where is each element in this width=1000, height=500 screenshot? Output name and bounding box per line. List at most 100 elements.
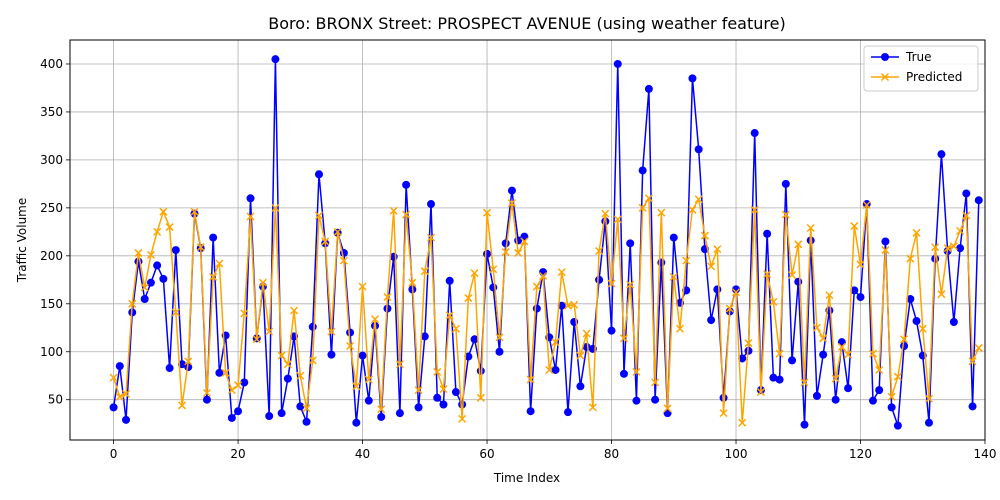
data-point-predicted bbox=[532, 282, 541, 291]
data-point-predicted bbox=[520, 237, 529, 246]
data-point-predicted bbox=[900, 335, 909, 344]
data-point-predicted bbox=[968, 357, 977, 366]
data-point-predicted bbox=[202, 388, 211, 398]
data-point-predicted bbox=[327, 327, 336, 336]
data-point-predicted bbox=[750, 205, 759, 214]
data-point-predicted bbox=[956, 226, 965, 235]
data-point-predicted bbox=[128, 299, 137, 308]
data-point-true bbox=[831, 395, 840, 404]
data-point-predicted bbox=[881, 246, 890, 255]
data-point-true bbox=[240, 378, 249, 387]
legend-marker-predicted bbox=[880, 72, 890, 82]
data-point-predicted bbox=[321, 237, 330, 246]
legend-label-predicted: Predicted bbox=[906, 70, 962, 84]
data-point-predicted bbox=[775, 349, 784, 358]
data-point-predicted bbox=[557, 268, 566, 277]
data-point-predicted bbox=[159, 207, 168, 216]
data-point-predicted bbox=[563, 301, 572, 310]
data-point-true bbox=[688, 74, 697, 83]
data-point-true bbox=[109, 403, 118, 412]
data-point-predicted bbox=[837, 342, 846, 351]
data-point-predicted bbox=[358, 282, 367, 291]
data-point-true bbox=[694, 145, 703, 154]
data-point-predicted bbox=[601, 209, 610, 218]
data-point-true bbox=[209, 233, 218, 242]
data-point-true bbox=[271, 55, 280, 64]
data-point-predicted bbox=[258, 278, 267, 287]
data-point-predicted bbox=[613, 215, 622, 224]
data-point-predicted bbox=[333, 227, 342, 236]
data-point-predicted bbox=[352, 382, 361, 391]
data-point-predicted bbox=[756, 388, 765, 397]
data-point-predicted bbox=[314, 211, 324, 220]
data-point-predicted bbox=[426, 233, 436, 242]
data-point-true bbox=[159, 274, 168, 283]
data-point-true bbox=[775, 375, 784, 384]
data-point-true bbox=[750, 129, 759, 138]
data-point-predicted bbox=[240, 309, 249, 318]
data-point-predicted bbox=[887, 392, 896, 401]
data-point-predicted bbox=[234, 381, 243, 390]
data-point-predicted bbox=[146, 250, 155, 259]
data-point-predicted bbox=[377, 405, 386, 414]
data-point-predicted bbox=[949, 242, 958, 251]
data-point-true bbox=[308, 322, 317, 331]
data-point-true bbox=[171, 246, 180, 255]
data-point-predicted bbox=[246, 212, 255, 221]
data-point-predicted bbox=[514, 248, 523, 257]
data-point-true bbox=[632, 396, 641, 405]
data-point-predicted bbox=[663, 404, 672, 413]
data-point-predicted bbox=[290, 306, 299, 315]
data-point-predicted bbox=[265, 327, 274, 336]
data-point-predicted bbox=[277, 351, 286, 360]
series-line-predicted bbox=[112, 197, 980, 424]
data-point-true bbox=[184, 363, 193, 372]
data-point-predicted bbox=[364, 375, 373, 384]
data-point-true bbox=[974, 196, 983, 205]
data-point-predicted bbox=[339, 256, 348, 265]
data-point-true bbox=[962, 189, 971, 198]
data-point-true bbox=[619, 369, 628, 378]
data-point-true bbox=[576, 382, 585, 391]
data-point-true bbox=[738, 354, 747, 363]
data-point-predicted bbox=[868, 349, 877, 358]
data-point-predicted bbox=[395, 360, 404, 369]
data-point-true bbox=[626, 239, 635, 248]
data-point-predicted bbox=[937, 290, 946, 299]
data-point-predicted bbox=[707, 262, 716, 271]
data-point-predicted bbox=[134, 248, 143, 257]
data-point-true bbox=[532, 304, 541, 313]
data-point-predicted bbox=[844, 350, 853, 359]
data-point-predicted bbox=[570, 300, 579, 309]
data-point-true bbox=[707, 316, 716, 325]
data-point-predicted bbox=[209, 272, 218, 281]
data-point-true bbox=[844, 384, 853, 393]
data-point-true bbox=[277, 409, 286, 418]
x-tick-label: 60 bbox=[479, 447, 494, 461]
data-point-true bbox=[470, 335, 479, 344]
data-point-predicted bbox=[862, 200, 871, 210]
data-point-predicted bbox=[688, 205, 697, 214]
legend-label-true: True bbox=[905, 50, 932, 64]
data-point-true bbox=[788, 356, 797, 365]
data-point-true bbox=[327, 350, 336, 359]
data-point-true bbox=[146, 278, 155, 287]
data-point-true bbox=[296, 402, 305, 411]
data-point-predicted bbox=[408, 278, 417, 287]
y-tick-label: 100 bbox=[40, 345, 63, 359]
data-point-true bbox=[122, 415, 131, 424]
data-point-true bbox=[881, 237, 890, 246]
data-point-predicted bbox=[669, 272, 678, 281]
y-tick-label: 150 bbox=[40, 297, 63, 311]
data-point-true bbox=[507, 186, 516, 195]
data-point-predicted bbox=[657, 208, 666, 217]
data-point-true bbox=[215, 368, 224, 377]
x-tick-label: 120 bbox=[849, 447, 872, 461]
data-point-predicted bbox=[769, 297, 778, 306]
data-point-true bbox=[868, 396, 877, 405]
data-point-predicted bbox=[283, 360, 292, 369]
data-point-predicted bbox=[675, 324, 685, 333]
data-point-true bbox=[669, 233, 678, 242]
data-point-true bbox=[613, 59, 622, 68]
data-point-predicted bbox=[501, 247, 510, 257]
